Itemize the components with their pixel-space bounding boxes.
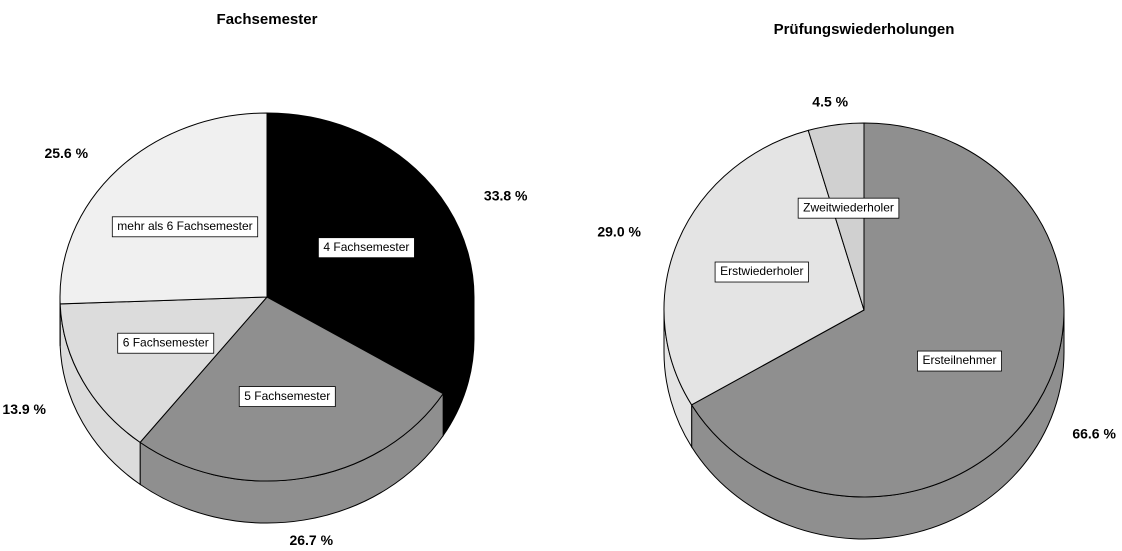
label-box <box>917 350 1002 372</box>
category-text: Zweitwiederholer <box>803 200 894 214</box>
chart-title: Fachsemester <box>217 11 318 28</box>
chart-title: Prüfungswiederholungen <box>774 21 955 38</box>
category-label: 6 Fachsemester <box>117 332 215 354</box>
category-label: mehr als 6 Fachsemester <box>111 216 259 238</box>
value-label: 4.5 % <box>812 93 848 109</box>
value-label: 13.9 % <box>2 401 46 417</box>
category-label: Ersteilnehmer <box>917 350 1002 372</box>
category-text: Ersteilnehmer <box>922 353 996 367</box>
label-box <box>797 197 900 219</box>
category-label: 4 Fachsemester <box>317 237 415 259</box>
category-text: 6 Fachsemester <box>123 335 209 349</box>
category-label: 5 Fachsemester <box>238 386 336 407</box>
value-label: 66.6 % <box>1072 426 1116 442</box>
category-label: Erstwiederholer <box>714 261 809 283</box>
value-label: 33.8 % <box>484 187 528 203</box>
label-box <box>317 237 415 259</box>
category-text: 5 Fachsemester <box>244 389 330 403</box>
label-box <box>117 332 215 354</box>
pie-slice <box>690 122 1065 498</box>
label-box <box>238 386 336 407</box>
value-label: 29.0 % <box>597 223 641 239</box>
value-label: 25.6 % <box>44 145 88 161</box>
label-box <box>714 261 809 283</box>
value-label: 26.7 % <box>289 532 333 548</box>
category-label: Zweitwiederholer <box>797 197 900 219</box>
pie-slice <box>59 296 269 444</box>
category-text: mehr als 6 Fachsemester <box>117 219 252 233</box>
pie-slice <box>59 112 268 305</box>
label-box <box>111 216 259 238</box>
category-text: 4 Fachsemester <box>323 240 409 254</box>
category-text: Erstwiederholer <box>720 264 803 278</box>
